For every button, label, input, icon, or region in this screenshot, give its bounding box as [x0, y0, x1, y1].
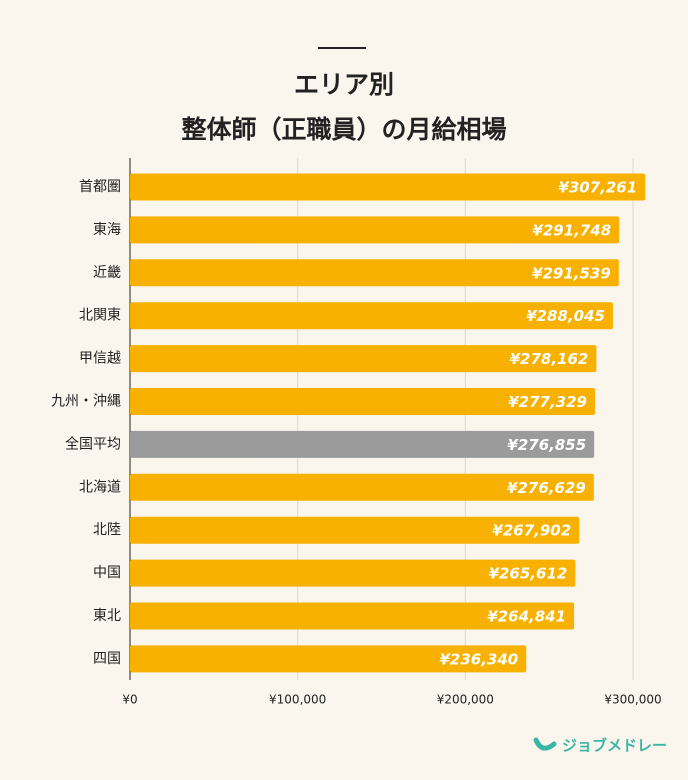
value-label: ¥236,340: [439, 650, 518, 668]
chart-title: 整体師（正職員）の月給相場: [181, 115, 506, 144]
logo-text: ジョブメドレー: [562, 737, 667, 755]
bar: [130, 216, 620, 244]
y-tick-label: 九州・沖縄: [51, 394, 121, 410]
bar: [130, 345, 597, 373]
bar: [130, 388, 595, 415]
bar: [130, 302, 613, 330]
value-label: ¥278,162: [510, 350, 589, 368]
y-tick-label: 近畿: [93, 265, 121, 281]
bar: [130, 516, 580, 544]
value-label: ¥277,329: [508, 393, 587, 411]
logo: ジョブメドレー: [533, 737, 667, 755]
bar: [130, 430, 595, 458]
value-label: ¥307,261: [558, 179, 637, 197]
y-tick-label: 北海道: [79, 479, 121, 495]
value-label: ¥291,748: [532, 221, 611, 239]
logo-icon: [533, 737, 557, 751]
value-label: ¥276,629: [507, 479, 586, 497]
value-label: ¥276,855: [507, 436, 586, 454]
value-label: ¥265,612: [489, 565, 568, 583]
y-tick-label: 東海: [93, 222, 121, 238]
bar: [130, 259, 619, 287]
bar: [130, 173, 646, 201]
y-tick-label: 中国: [93, 565, 121, 581]
y-tick-label: 首都圏: [79, 179, 121, 195]
x-tick-label: ¥300,000: [604, 693, 661, 707]
bar: [130, 602, 575, 630]
value-label: ¥267,902: [492, 522, 571, 540]
y-tick-label: 北陸: [93, 522, 121, 538]
y-tick-label: 全国平均: [65, 435, 121, 452]
x-tick-label: ¥200,000: [437, 693, 494, 707]
chart-title: エリア別: [294, 70, 394, 99]
bar: [130, 645, 527, 673]
value-label: ¥288,045: [526, 307, 605, 325]
y-tick-label: 甲信越: [79, 351, 121, 367]
y-tick-label: 東北: [93, 608, 121, 624]
value-label: ¥291,539: [532, 264, 611, 282]
bar: [130, 473, 594, 501]
y-tick-label: 四国: [93, 651, 121, 667]
value-label: ¥264,841: [487, 608, 566, 626]
x-tick-label: ¥100,000: [269, 693, 326, 707]
x-tick-label: ¥0: [122, 693, 137, 707]
bar: [130, 559, 576, 587]
y-tick-label: 北関東: [79, 308, 121, 324]
